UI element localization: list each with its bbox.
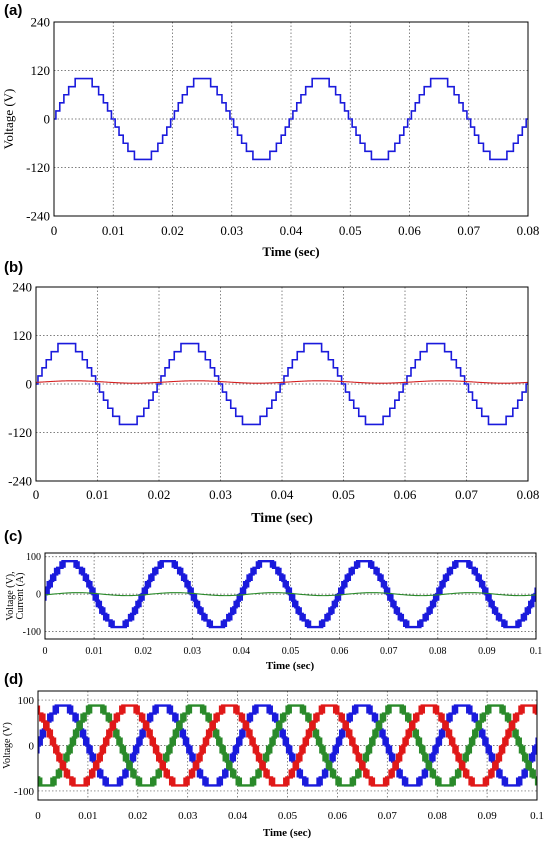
x-tick-label: 0.1	[530, 646, 543, 657]
y-tick-label: 0	[26, 377, 33, 392]
x-tick-label: 0.05	[339, 223, 362, 238]
x-axis-title: Time (sec)	[251, 511, 313, 526]
series-group	[36, 342, 528, 426]
series-line-0	[36, 342, 528, 426]
x-tick-label: 0	[51, 223, 58, 238]
y-tick-label: 100	[26, 552, 41, 563]
x-tick-label: 0.01	[85, 646, 103, 657]
y-tick-label: -100	[14, 786, 35, 798]
series-line-0	[54, 77, 528, 161]
plot-frame	[44, 552, 537, 640]
x-tick-label: 0.04	[228, 810, 248, 822]
plot-frame	[37, 690, 538, 801]
x-tick-label: 0.03	[184, 646, 202, 657]
x-tick-label: 0.06	[394, 487, 417, 502]
x-tick-label: 0.09	[477, 810, 497, 822]
series-group	[45, 560, 536, 629]
x-tick-label: 0.02	[128, 810, 147, 822]
x-tick-label: 0.06	[398, 223, 421, 238]
x-tick-label: 0.02	[161, 223, 184, 238]
x-tick-label: 0.08	[517, 223, 540, 238]
x-tick-label: 0.02	[148, 487, 171, 502]
y-tick-label: -240	[8, 474, 32, 489]
x-tick-label: 0.03	[178, 810, 198, 822]
x-tick-label: 0.08	[517, 487, 540, 502]
panel-label: (b)	[4, 259, 23, 276]
y-tick-label: 120	[13, 328, 33, 343]
plot-frame	[53, 21, 529, 217]
x-tick-label: 0.01	[78, 810, 97, 822]
series-group	[54, 77, 528, 161]
x-tick-label: 0.05	[332, 487, 355, 502]
x-tick-label: 0.03	[220, 223, 243, 238]
series-line-1	[45, 592, 536, 597]
y-tick-label: -120	[26, 160, 50, 175]
panel-label: (a)	[4, 2, 22, 19]
panel-label: (c)	[4, 528, 22, 545]
x-tick-label: 0.08	[428, 810, 448, 822]
y-axis-title: Voltage (V),Current (A)	[5, 571, 26, 620]
x-tick-label: 0.02	[134, 646, 152, 657]
series-pwm-band-2	[38, 705, 537, 786]
y-tick-label: -120	[8, 425, 32, 440]
x-tick-label: 0.07	[455, 487, 478, 502]
x-tick-label: 0	[35, 810, 41, 822]
x-axis-title: Time (sec)	[266, 660, 315, 672]
series-pwm-band-0	[45, 561, 536, 628]
x-tick-label: 0	[33, 487, 40, 502]
chart-panel-0: (a) 0 0.01 0.02 0.03 0.04 0.05 0.06 0.07 0.08 -240…	[1, 2, 539, 259]
y-tick-label: 240	[13, 280, 33, 295]
x-tick-label: 0.01	[102, 223, 125, 238]
x-tick-label: 0.07	[378, 810, 398, 822]
x-axis-title: Time (sec)	[262, 244, 319, 259]
x-tick-label: 0.1	[530, 810, 544, 822]
y-tick-label: 120	[31, 63, 51, 78]
series-group	[38, 704, 537, 787]
chart-panel-3: (d) 0 0.01 0.02 0.03 0.04 0.05 0.06 0.07 0.08 0.09…	[2, 671, 544, 839]
y-tick-label: 0	[44, 112, 51, 127]
y-tick-label: 240	[31, 15, 51, 30]
y-tick-label: -100	[23, 627, 41, 638]
y-tick-label: 0	[36, 590, 41, 601]
x-tick-label: 0.03	[209, 487, 232, 502]
chart-panel-2: (c) 0 0.01 0.02 0.03 0.04 0.05 0.06 0.07 0.08 0.09…	[4, 528, 542, 672]
x-tick-label: 0.07	[457, 223, 480, 238]
x-tick-label: 0.04	[233, 646, 251, 657]
x-tick-label: 0.05	[282, 646, 300, 657]
y-tick-label: 100	[18, 695, 35, 707]
x-tick-label: 0.04	[271, 487, 294, 502]
series-line-1	[36, 380, 528, 384]
chart-panel-1: (b) 0 0.01 0.02 0.03 0.04 0.05 0.06 0.07 0.08 -240…	[4, 259, 539, 526]
y-axis-title: Voltage (V)	[2, 722, 13, 769]
x-tick-label: 0.07	[380, 646, 398, 657]
panel-label: (d)	[4, 671, 23, 688]
x-axis-title: Time (sec)	[263, 827, 312, 839]
y-axis-title: Voltage (V)	[1, 89, 16, 150]
x-tick-label: 0.01	[86, 487, 109, 502]
x-tick-label: 0.09	[478, 646, 496, 657]
y-tick-label: 0	[29, 740, 35, 752]
plot-frame	[35, 286, 529, 482]
x-tick-label: 0.08	[429, 646, 447, 657]
x-tick-label: 0.04	[280, 223, 303, 238]
x-tick-label: 0.06	[331, 646, 349, 657]
x-tick-label: 0	[43, 646, 48, 657]
x-tick-label: 0.05	[278, 810, 298, 822]
y-tick-label: -240	[26, 209, 50, 224]
x-tick-label: 0.06	[328, 810, 348, 822]
